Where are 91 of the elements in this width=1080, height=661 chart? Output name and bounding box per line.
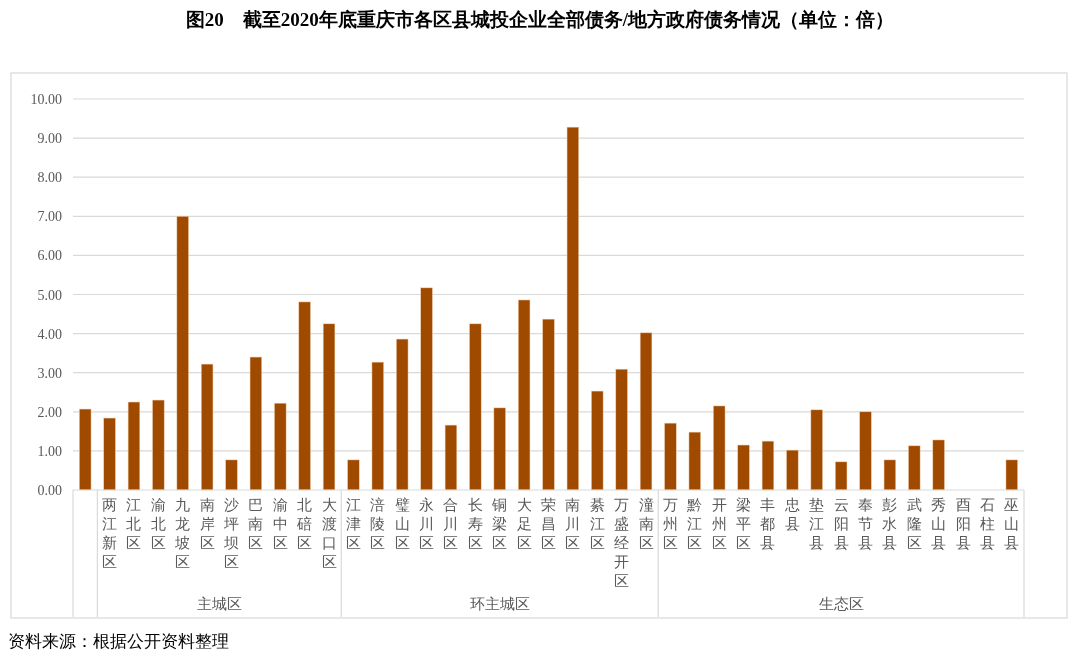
- x-tick-label: 巴南区: [248, 497, 264, 551]
- x-tick-label: 璧山区: [394, 497, 410, 551]
- x-tick-label: 九龙坡区: [174, 497, 191, 570]
- y-tick-label: 1.00: [37, 443, 62, 459]
- x-tick-label: 石柱县: [979, 497, 995, 551]
- x-tick-label: 丰都县: [760, 497, 776, 551]
- x-tick-label: 南岸区: [199, 497, 215, 551]
- bar: [201, 363, 214, 491]
- bar: [152, 399, 165, 491]
- y-tick-label: 2.00: [37, 404, 62, 420]
- x-tick-label: 忠县: [783, 497, 800, 532]
- text: 资料来源：根据公开资料整理: [8, 632, 229, 651]
- x-tick-label: 江津区: [345, 497, 361, 551]
- x-tick-label: 秀山县: [931, 497, 947, 551]
- bar: [835, 461, 848, 491]
- bar: [615, 368, 628, 491]
- y-tick-label: 5.00: [37, 287, 62, 303]
- y-tick-label: 9.00: [37, 131, 62, 147]
- bar: [1005, 459, 1018, 491]
- x-tick-label: 奉节县: [858, 497, 873, 551]
- text: 环主城区: [469, 596, 530, 612]
- bar: [79, 408, 92, 491]
- bar: [737, 444, 750, 491]
- bar: [396, 338, 409, 491]
- x-tick-label: 云阳县: [833, 497, 849, 551]
- x-tick-label: 两江新区: [102, 497, 118, 570]
- x-tick-label: 开州区: [711, 497, 727, 551]
- x-tick-label: 万州区: [662, 497, 678, 551]
- bar: [859, 411, 872, 491]
- bar: [688, 431, 701, 491]
- x-tick-label: 铜梁区: [491, 497, 508, 551]
- y-tick-label: 0.00: [37, 483, 62, 498]
- bar: [371, 361, 384, 491]
- y-tick-label: 6.00: [37, 248, 62, 264]
- bar: [908, 445, 921, 491]
- bar: [322, 323, 336, 491]
- chart-title: 图20 截至2020年底重庆市各区县城投企业全部债务/地方政府债务情况（单位：倍）: [185, 9, 895, 30]
- x-tick-label: 巫山县: [1004, 497, 1020, 551]
- bar: [225, 459, 238, 491]
- x-tick-label: 垫江县: [809, 497, 825, 551]
- y-tick-label: 4.00: [37, 326, 62, 342]
- bar: [713, 405, 726, 491]
- y-tick-label: 8.00: [37, 170, 62, 186]
- text: 生态区: [818, 596, 864, 612]
- bar: [883, 459, 896, 491]
- x-tick-label: 渝北区: [150, 497, 166, 551]
- bar: [103, 417, 116, 491]
- bar: [347, 459, 360, 491]
- x-tick-label: 渝中区: [272, 497, 288, 551]
- x-tick-label: 彭水县: [882, 497, 898, 551]
- y-tick-label: 10.00: [30, 92, 62, 107]
- x-tick-label: 南川区: [565, 497, 581, 551]
- x-tick-label: 綦江区: [589, 497, 605, 551]
- y-tick-label: 3.00: [37, 365, 62, 381]
- x-tick-label: 江北区: [126, 497, 142, 551]
- x-tick-label: 永川区: [419, 497, 435, 551]
- x-tick-label: 酉阳县: [955, 497, 971, 551]
- bar: [591, 390, 604, 491]
- bar: [420, 287, 433, 491]
- bar: [274, 402, 287, 491]
- bar: [493, 407, 506, 491]
- x-tick-label: 北碚区: [296, 497, 313, 551]
- x-tick-label: 大渡口区: [321, 497, 337, 570]
- x-tick-label: 涪陵区: [370, 497, 386, 551]
- x-tick-label: 潼南区: [638, 497, 654, 551]
- x-tick-label: 沙坪坝区: [223, 497, 239, 570]
- x-tick-label: 武隆区: [906, 497, 922, 551]
- bar: [786, 449, 799, 491]
- bar: [932, 439, 945, 491]
- x-tick-label: 黔江区: [686, 497, 703, 551]
- bar: [249, 356, 262, 491]
- y-tick-label: 7.00: [37, 209, 62, 225]
- x-tick-label: 长寿区: [467, 497, 483, 551]
- bar: [639, 332, 653, 491]
- bar: [664, 422, 677, 491]
- x-tick-label: 梁平区: [736, 497, 752, 551]
- bar: [469, 323, 482, 491]
- bar: [518, 299, 531, 491]
- bar: [176, 216, 189, 491]
- x-tick-label: 万盛经开区: [614, 497, 630, 589]
- bar: [298, 301, 311, 491]
- bar: [566, 126, 579, 491]
- bar: [444, 424, 458, 491]
- x-tick-label: 合川区: [443, 497, 459, 551]
- x-tick-label: 荣昌区: [541, 497, 556, 551]
- text: 主城区: [196, 596, 242, 612]
- bar: [761, 440, 775, 491]
- x-tick-label: 大足区: [516, 497, 532, 551]
- bar: [810, 409, 823, 491]
- bar: [542, 318, 555, 491]
- bar: [127, 401, 141, 491]
